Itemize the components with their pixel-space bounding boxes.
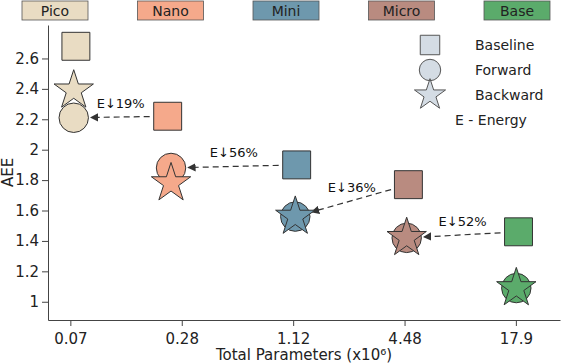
x-axis-title: Total Parameters (x10⁶) — [215, 346, 392, 364]
y-tick-mark — [42, 89, 48, 90]
y-tick-mark — [42, 180, 48, 181]
y-tick-mark — [42, 271, 48, 272]
y-tick-label: 1.2 — [15, 263, 39, 281]
y-tick-label: 2 — [29, 141, 39, 159]
legend-label: Micro — [383, 3, 421, 19]
point — [394, 171, 422, 199]
plot: 0.07 0.28 1.12 4.48 17.9 1 1.2 1.4 1.6 1.8 2 2.2 2.4… — [15, 26, 560, 349]
legend-label: Pico — [41, 3, 69, 19]
y-tick-label: 2.4 — [15, 80, 39, 98]
x-tick: 17.9 — [500, 320, 533, 348]
annotation: E↓56% — [210, 145, 258, 160]
annotation: E↓19% — [97, 96, 145, 111]
y-tick-label: 2.2 — [15, 111, 39, 129]
x-tick-mark — [405, 320, 406, 326]
y-axis-title: AEE — [0, 158, 17, 187]
x-tick-mark — [70, 320, 71, 326]
legend: Baseline Forward Backward E - Energy — [414, 35, 543, 128]
legend-swatch — [484, 1, 550, 20]
x-axis: 0.07 0.28 1.12 4.48 17.9 — [49, 320, 561, 348]
y-tick-label: 1.6 — [15, 202, 39, 220]
arrow — [188, 165, 279, 167]
legend-label: Backward — [475, 87, 543, 103]
point — [54, 70, 93, 107]
x-tick-mark — [516, 320, 517, 326]
y-tick-mark — [42, 150, 48, 151]
point — [505, 218, 533, 246]
legend-label: Forward — [475, 62, 531, 78]
point — [59, 103, 88, 132]
legend-label: Baseline — [475, 37, 534, 53]
legend-label: Base — [500, 3, 534, 19]
point — [283, 151, 311, 179]
legend-swatch — [138, 1, 204, 20]
x-tick: 0.28 — [166, 320, 199, 348]
y-tick-label: 1.4 — [15, 232, 39, 250]
y-tick-mark — [42, 119, 48, 120]
y-tick: 1 — [29, 293, 48, 311]
x-tick-label: 0.28 — [166, 330, 199, 348]
annotation: E↓36% — [328, 180, 376, 195]
point — [151, 162, 190, 199]
arrow — [424, 233, 501, 237]
legend-marker — [414, 79, 445, 109]
y-tick: 2.4 — [15, 80, 48, 98]
x-tick: 1.12 — [277, 320, 310, 348]
y-tick: 1.4 — [15, 232, 48, 250]
x-tick-mark — [182, 320, 183, 326]
chart: 0.07 0.28 1.12 4.48 17.9 1 1.2 1.4 1.6 1.8 2 2.2 2.4… — [0, 0, 568, 364]
legend-marker — [420, 35, 439, 54]
x-tick: 4.48 — [388, 320, 421, 348]
y-tick-label: 1.8 — [15, 171, 39, 189]
x-tick-label: 17.9 — [500, 330, 533, 348]
y-tick-mark — [42, 302, 48, 303]
legend-label: Mini — [272, 3, 301, 19]
point — [276, 196, 315, 233]
x-axis-line — [49, 320, 561, 321]
x-tick-label: 0.07 — [54, 330, 87, 348]
point — [387, 217, 426, 254]
y-tick: 1.8 — [15, 171, 48, 189]
x-tick-mark — [293, 320, 294, 326]
legend-note: E - Energy — [455, 112, 527, 128]
point — [497, 267, 536, 304]
y-tick: 1.6 — [15, 202, 48, 220]
y-tick: 2.6 — [15, 50, 48, 68]
y-tick: 2 — [29, 141, 48, 159]
y-tick-mark — [42, 211, 48, 212]
legend-swatch — [369, 1, 435, 20]
y-tick-mark — [42, 241, 48, 242]
y-tick-mark — [42, 58, 48, 59]
y-tick: 2.2 — [15, 111, 48, 129]
point — [154, 102, 182, 130]
y-axis: 1 1.2 1.4 1.6 1.8 2 2.2 2.4 2.6 — [15, 26, 48, 321]
legend-swatch — [22, 1, 88, 20]
category-legend: Pico Nano Mini Micro Base — [22, 1, 550, 20]
x-tick: 0.07 — [54, 320, 87, 348]
legend-swatch — [253, 1, 319, 20]
arrow — [91, 116, 150, 118]
x-tick-label: 4.48 — [388, 330, 421, 348]
annotation: E↓52% — [439, 214, 487, 229]
y-axis-line — [48, 26, 49, 321]
legend-label: Nano — [152, 3, 189, 19]
point — [62, 32, 90, 60]
annotations: E↓19% E↓56% E↓36% E↓52% — [91, 96, 501, 237]
y-tick: 1.2 — [15, 263, 48, 281]
y-tick-label: 2.6 — [15, 50, 39, 68]
y-tick-label: 1 — [29, 293, 39, 311]
marks — [54, 32, 536, 304]
